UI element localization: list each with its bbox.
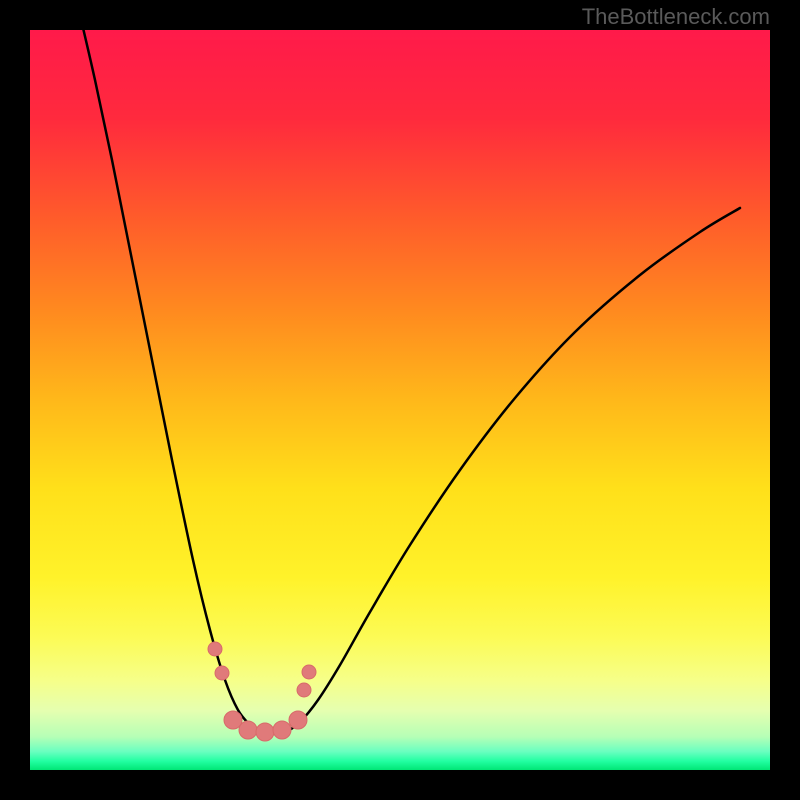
data-marker bbox=[297, 683, 311, 697]
bottleneck-chart bbox=[0, 0, 800, 800]
data-marker bbox=[256, 723, 274, 741]
data-marker bbox=[289, 711, 307, 729]
chart-container: TheBottleneck.com bbox=[0, 0, 800, 800]
data-marker bbox=[273, 721, 291, 739]
plot-background bbox=[30, 30, 770, 770]
data-marker bbox=[302, 665, 316, 679]
data-marker bbox=[215, 666, 229, 680]
data-marker bbox=[208, 642, 222, 656]
data-marker bbox=[239, 721, 257, 739]
watermark-text: TheBottleneck.com bbox=[582, 4, 770, 30]
